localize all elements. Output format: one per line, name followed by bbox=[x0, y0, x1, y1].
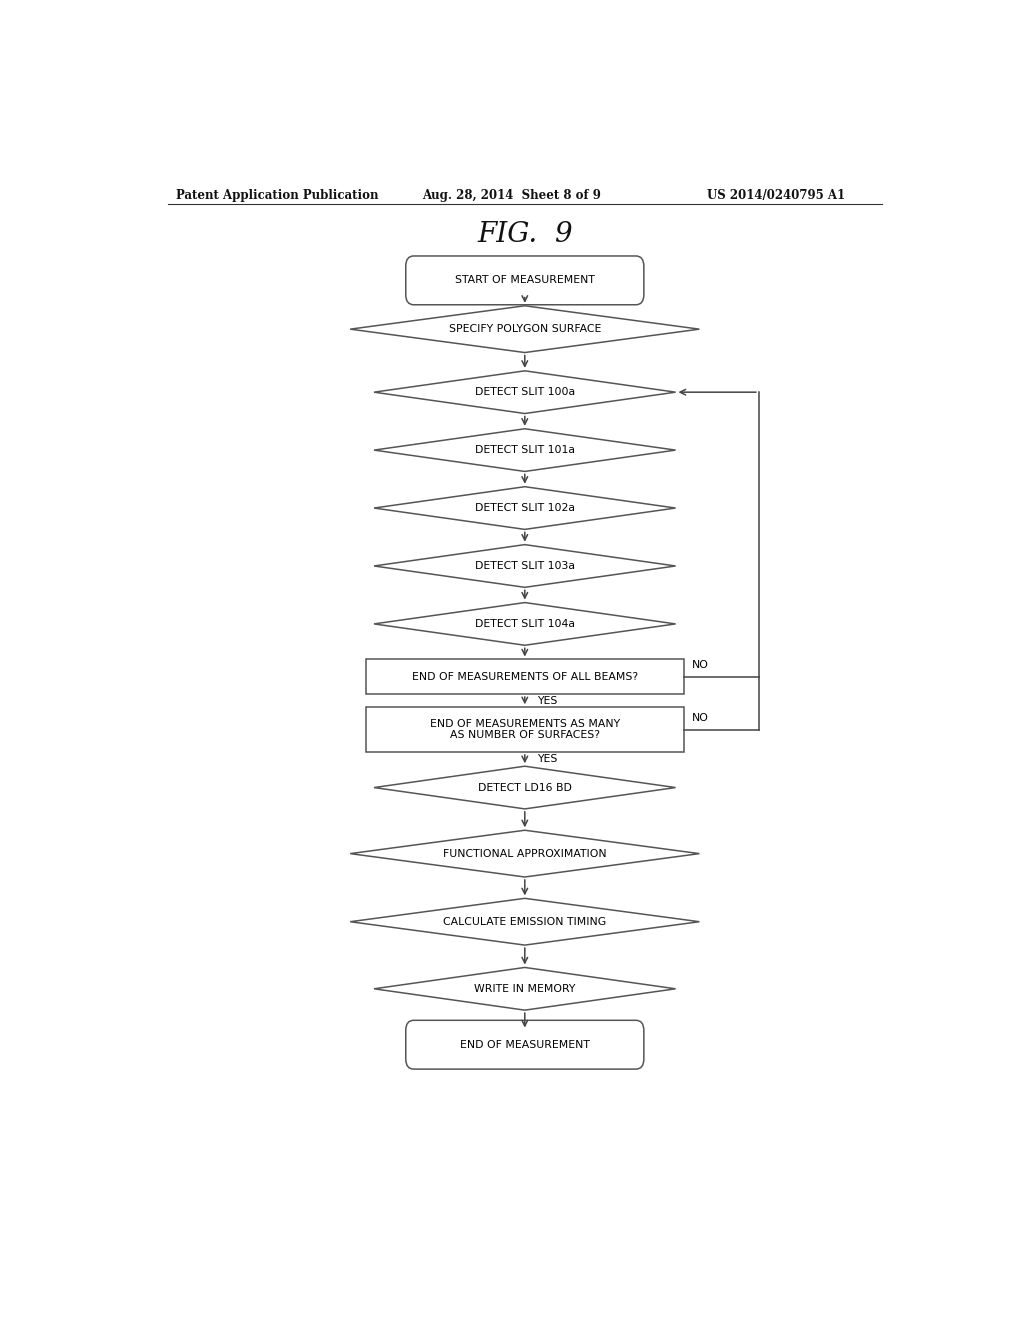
Text: FUNCTIONAL APPROXIMATION: FUNCTIONAL APPROXIMATION bbox=[443, 849, 606, 858]
Text: START OF MEASUREMENT: START OF MEASUREMENT bbox=[455, 276, 595, 285]
Text: NO: NO bbox=[691, 660, 709, 669]
Polygon shape bbox=[374, 602, 676, 645]
Text: DETECT SLIT 104a: DETECT SLIT 104a bbox=[475, 619, 574, 628]
FancyBboxPatch shape bbox=[406, 1020, 644, 1069]
Polygon shape bbox=[350, 899, 699, 945]
Text: YES: YES bbox=[537, 696, 557, 706]
Polygon shape bbox=[374, 429, 676, 471]
Text: Patent Application Publication: Patent Application Publication bbox=[176, 189, 378, 202]
Text: DETECT SLIT 101a: DETECT SLIT 101a bbox=[475, 445, 574, 455]
Text: DETECT SLIT 100a: DETECT SLIT 100a bbox=[475, 387, 574, 397]
Text: DETECT SLIT 102a: DETECT SLIT 102a bbox=[475, 503, 574, 513]
Text: US 2014/0240795 A1: US 2014/0240795 A1 bbox=[708, 189, 846, 202]
Text: CALCULATE EMISSION TIMING: CALCULATE EMISSION TIMING bbox=[443, 916, 606, 927]
Text: YES: YES bbox=[537, 754, 557, 764]
Text: END OF MEASUREMENTS AS MANY
AS NUMBER OF SURFACES?: END OF MEASUREMENTS AS MANY AS NUMBER OF… bbox=[430, 719, 620, 741]
Polygon shape bbox=[374, 371, 676, 413]
Text: Aug. 28, 2014  Sheet 8 of 9: Aug. 28, 2014 Sheet 8 of 9 bbox=[422, 189, 600, 202]
Text: FIG.  9: FIG. 9 bbox=[477, 222, 572, 248]
Polygon shape bbox=[374, 545, 676, 587]
Text: SPECIFY POLYGON SURFACE: SPECIFY POLYGON SURFACE bbox=[449, 325, 601, 334]
Text: END OF MEASUREMENT: END OF MEASUREMENT bbox=[460, 1040, 590, 1049]
Polygon shape bbox=[374, 968, 676, 1010]
Bar bbox=[367, 660, 684, 694]
Text: NO: NO bbox=[691, 713, 709, 722]
Text: DETECT SLIT 103a: DETECT SLIT 103a bbox=[475, 561, 574, 572]
Text: WRITE IN MEMORY: WRITE IN MEMORY bbox=[474, 983, 575, 994]
FancyBboxPatch shape bbox=[406, 256, 644, 305]
Polygon shape bbox=[350, 306, 699, 352]
Text: END OF MEASUREMENTS OF ALL BEAMS?: END OF MEASUREMENTS OF ALL BEAMS? bbox=[412, 672, 638, 681]
Polygon shape bbox=[374, 766, 676, 809]
Bar bbox=[367, 708, 684, 752]
Polygon shape bbox=[350, 830, 699, 876]
Polygon shape bbox=[374, 487, 676, 529]
Text: DETECT LD16 BD: DETECT LD16 BD bbox=[478, 783, 571, 792]
